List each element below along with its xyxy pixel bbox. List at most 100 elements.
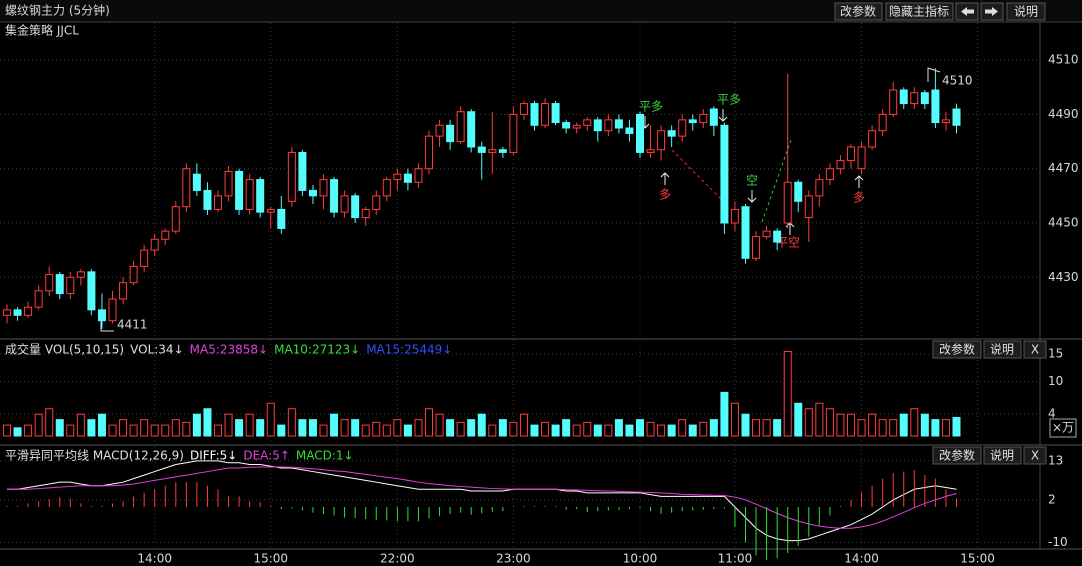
volume-bar <box>171 419 180 437</box>
volume-bar <box>203 408 212 437</box>
signal: 平多 <box>639 100 663 114</box>
volume-bar <box>55 419 64 437</box>
y-tick-label: 15 <box>1048 347 1063 361</box>
volume-bar <box>752 419 761 437</box>
volume-bar <box>414 419 423 437</box>
button[interactable]: 说明 <box>983 446 1022 465</box>
volume-bar <box>235 419 244 437</box>
candle-body <box>34 290 43 308</box>
x-tick-label: 10:00 <box>623 552 658 566</box>
candle-body <box>171 206 180 232</box>
button[interactable]: 说明 <box>1006 2 1046 21</box>
candle-body <box>899 89 908 105</box>
volume-bar <box>815 402 824 437</box>
candle-body <box>688 119 697 124</box>
volume-bar <box>868 413 877 437</box>
button-label[interactable]: 说明 <box>990 448 1014 463</box>
candle-body <box>319 179 328 197</box>
volume-bar <box>87 419 96 437</box>
volume-bar <box>425 408 433 437</box>
button-label[interactable]: 隐藏主指标 <box>889 4 949 19</box>
candle-body <box>625 127 634 134</box>
candle-body <box>87 271 96 311</box>
y-tick-label: 2 <box>1048 492 1056 506</box>
volume-bar <box>97 413 106 437</box>
candle-body <box>741 206 750 259</box>
volume-bar <box>825 408 834 437</box>
button-label[interactable]: X <box>1031 449 1039 463</box>
volume-bar <box>256 419 265 437</box>
legend-entry: VOL:34↓ <box>130 343 184 357</box>
x-tick-label: 11:00 <box>718 552 753 566</box>
volume-bar <box>804 408 813 437</box>
candle-body <box>340 195 349 213</box>
candle-body <box>277 208 286 229</box>
legend-entry: MA5:23858↓ <box>190 343 268 357</box>
volume-bar <box>3 424 11 437</box>
button[interactable]: 说明 <box>983 340 1022 359</box>
candle-body <box>519 103 528 115</box>
volume-bar <box>298 419 307 437</box>
button[interactable]: 隐藏主指标 <box>885 2 954 21</box>
volume-bar <box>340 419 349 437</box>
button-label[interactable]: 改参数 <box>939 448 975 463</box>
button[interactable]: 改参数 <box>834 2 883 21</box>
volume-bar <box>509 421 518 437</box>
volume-bar <box>583 421 592 437</box>
button[interactable]: X <box>1023 446 1047 465</box>
volume-bar <box>498 419 507 437</box>
button[interactable]: 改参数 <box>932 340 982 359</box>
volume-bar <box>773 419 782 437</box>
candle-body <box>730 208 739 224</box>
candle-body <box>45 274 54 292</box>
button-label[interactable]: 说明 <box>1014 4 1038 19</box>
candle-body <box>920 92 929 105</box>
next-button[interactable] <box>980 2 1004 21</box>
candle-body <box>720 124 729 224</box>
candle-body <box>847 146 855 162</box>
y-tick-label: 4450 <box>1048 216 1079 230</box>
candle-body <box>562 122 571 129</box>
y-tick-label: 10 <box>1048 374 1063 388</box>
button[interactable]: X <box>1023 340 1047 359</box>
volume-bar <box>361 424 370 437</box>
unit-box <box>1049 418 1077 438</box>
candle-body <box>266 208 275 213</box>
volume-bar <box>541 421 550 437</box>
legend-entry: DEA:5↑ <box>243 449 290 463</box>
y-tick-label: 4430 <box>1048 270 1079 284</box>
candle-body <box>287 151 296 202</box>
candle-body <box>13 309 22 316</box>
candle-body <box>667 130 676 137</box>
candle-body <box>678 119 687 137</box>
candle-body <box>889 89 898 115</box>
volume-bar <box>678 419 687 437</box>
button-label[interactable]: 说明 <box>990 342 1014 357</box>
volume-bar <box>129 424 138 437</box>
button-label[interactable]: 改参数 <box>939 342 975 357</box>
volume-bar <box>910 408 919 437</box>
x-tick-label: 14:00 <box>137 552 172 566</box>
volume-bar <box>351 419 360 437</box>
volume-bar <box>403 424 412 437</box>
candle-body <box>372 195 381 210</box>
candle-body <box>931 89 940 124</box>
candle-body <box>572 124 581 129</box>
volume-bar <box>161 424 170 437</box>
candle-body <box>3 309 11 316</box>
y-tick-label: 4470 <box>1048 161 1079 175</box>
y-tick-label: 13 <box>1048 453 1063 467</box>
volume-bar <box>931 419 940 437</box>
volume-bar <box>488 424 497 437</box>
button-label[interactable]: 改参数 <box>840 4 876 19</box>
volume-bar <box>330 413 339 437</box>
prev-button[interactable] <box>955 2 979 21</box>
volume-bar <box>108 424 117 437</box>
candle-body <box>699 113 708 124</box>
button-label[interactable]: X <box>1031 343 1039 357</box>
button[interactable]: 改参数 <box>932 446 982 465</box>
arrow-icon <box>985 7 998 16</box>
volume-bar <box>13 427 22 437</box>
volume-bar <box>593 424 602 437</box>
